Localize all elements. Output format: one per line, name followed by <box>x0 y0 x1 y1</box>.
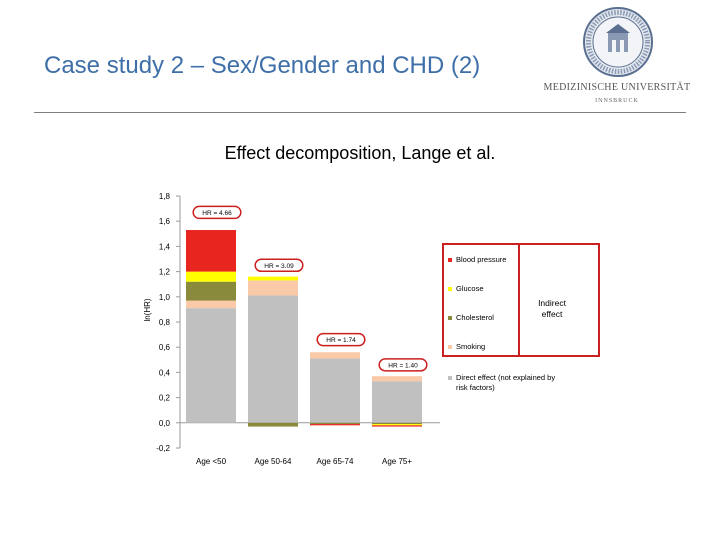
y-tick-label: 0,2 <box>159 394 171 403</box>
legend-swatch-cholesterol <box>448 316 452 320</box>
hr-annotation-label: HR = 1.40 <box>388 362 418 369</box>
y-tick-label: 1,0 <box>159 293 171 302</box>
bar-segment-smoking <box>248 280 298 295</box>
y-tick-label: 1,6 <box>159 217 171 226</box>
legend-label: Direct effect (not explained by risk fact… <box>456 373 555 392</box>
bar-segment-blood_pressure <box>186 230 236 272</box>
bar-segment-cholesterol <box>248 423 298 427</box>
y-tick-label: -0,2 <box>156 444 170 453</box>
indirect-effect-label-line: Indirect <box>538 298 567 308</box>
legend-label: Smoking <box>456 342 485 351</box>
hr-annotation-label: HR = 1.74 <box>326 337 356 344</box>
bar-segment-cholesterol <box>310 423 360 424</box>
bar-segment-direct <box>186 308 236 423</box>
y-tick-label: 0,6 <box>159 343 171 352</box>
bar-segment-blood_pressure <box>310 424 360 425</box>
legend-swatch-direct <box>448 376 452 380</box>
bar-segment-smoking <box>186 301 236 309</box>
bar-segment-glucose <box>372 424 422 425</box>
y-tick-label: 1,2 <box>159 268 171 277</box>
x-tick-label: Age 50-64 <box>255 457 292 466</box>
legend-swatch-blood_pressure <box>448 258 452 262</box>
y-tick-label: 1,8 <box>159 192 171 201</box>
hr-annotation-label: HR = 3.09 <box>264 263 294 270</box>
bar-segment-glucose <box>186 272 236 282</box>
bar-segment-smoking <box>310 352 360 358</box>
bar-segment-smoking <box>372 376 422 381</box>
bar-segment-cholesterol <box>372 423 422 424</box>
bar-segment-cholesterol <box>186 282 236 301</box>
bar-segment-direct <box>372 381 422 423</box>
legend-swatch-smoking <box>448 345 452 349</box>
bar-segment-direct <box>248 296 298 423</box>
legend-swatch-glucose <box>448 287 452 291</box>
legend-label-line: risk factors) <box>456 383 495 392</box>
x-tick-label: Age 75+ <box>382 457 412 466</box>
y-tick-label: 0,0 <box>159 419 171 428</box>
bar-segment-glucose <box>248 277 298 281</box>
y-axis-label: ln(HR) <box>143 298 152 321</box>
hr-annotation-label: HR = 4.66 <box>202 210 232 217</box>
x-tick-label: Age <50 <box>196 457 227 466</box>
legend-label: Blood pressure <box>456 255 506 264</box>
legend-label-line: Direct effect (not explained by <box>456 373 555 382</box>
indirect-effect-label: Indirect effect <box>538 298 567 319</box>
y-tick-label: 0,4 <box>159 368 171 377</box>
x-tick-label: Age 65-74 <box>317 457 354 466</box>
indirect-effect-label-line: effect <box>542 309 563 319</box>
y-tick-label: 0,8 <box>159 318 171 327</box>
legend-label: Cholesterol <box>456 313 494 322</box>
bar-segment-blood_pressure <box>372 425 422 426</box>
y-tick-label: 1,4 <box>159 242 171 251</box>
bar-segment-direct <box>310 359 360 423</box>
legend-label: Glucose <box>456 284 484 293</box>
